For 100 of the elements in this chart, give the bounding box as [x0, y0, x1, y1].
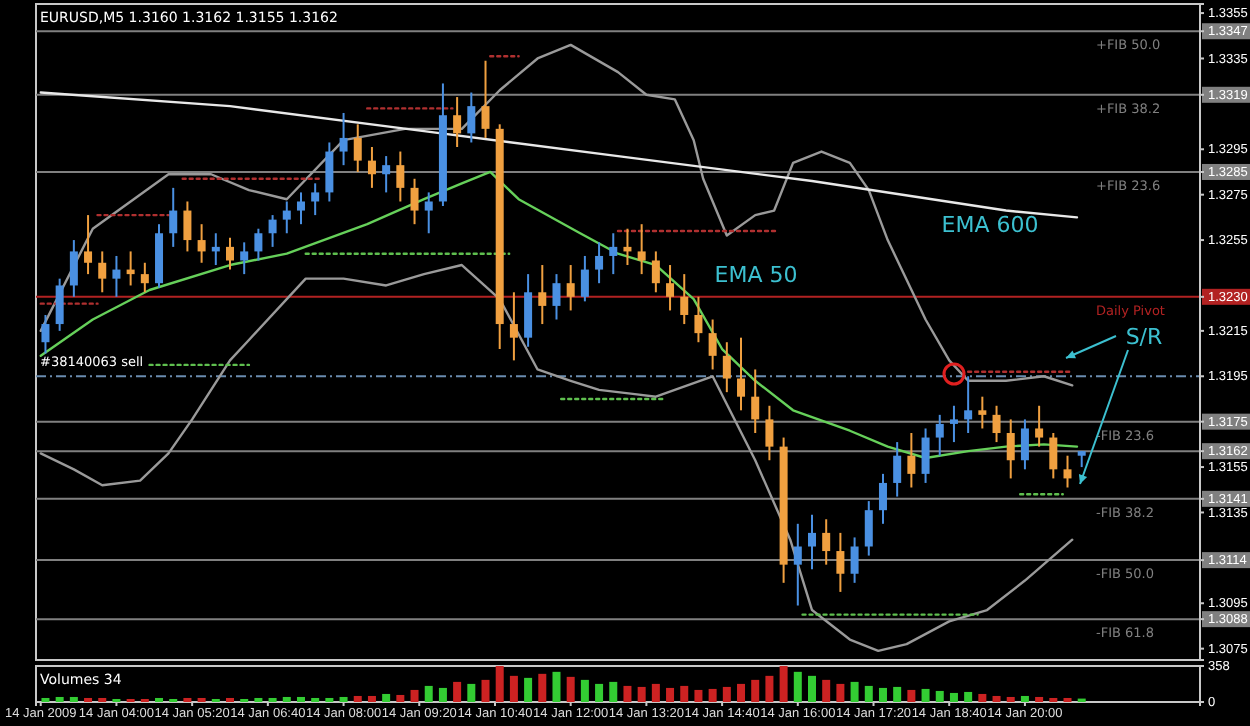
bar: [949, 692, 958, 702]
bar: [779, 666, 788, 702]
candlestick: [878, 472, 887, 525]
candlestick: [637, 223, 646, 276]
candlestick: [694, 295, 703, 344]
candlestick: [467, 91, 476, 144]
bar: [467, 683, 476, 702]
candlestick: [1006, 418, 1015, 480]
annotation: EMA 50: [714, 262, 798, 288]
bar: [353, 695, 362, 702]
bar: [453, 681, 462, 702]
candlestick: [55, 277, 64, 332]
candlestick: [538, 264, 547, 326]
candlestick: [183, 200, 192, 253]
candlestick: [708, 318, 717, 371]
candlestick: [1063, 454, 1072, 489]
candlestick: [864, 500, 873, 557]
bar: [382, 693, 391, 702]
bar: [694, 689, 703, 702]
bar: [964, 691, 973, 702]
candlestick: [367, 146, 376, 189]
bar: [396, 694, 405, 702]
bar: [651, 683, 660, 702]
candlestick: [921, 427, 930, 484]
bar: [481, 679, 490, 702]
candlestick: [737, 336, 746, 412]
annotation: S/R: [1125, 324, 1164, 350]
candlestick: [566, 264, 575, 312]
candlestick: [609, 232, 618, 276]
bar: [69, 696, 78, 702]
candlestick: [808, 513, 816, 571]
line-series: [39, 263, 1074, 653]
bar: [580, 679, 589, 702]
bar: [609, 681, 618, 702]
bar: [410, 689, 419, 702]
bar: [1006, 696, 1015, 702]
candlestick: [481, 59, 490, 139]
candlestick: [69, 239, 78, 298]
bar: [978, 693, 987, 702]
bar: [552, 671, 561, 702]
candlestick: [850, 536, 859, 584]
candlestick: [41, 313, 50, 355]
bar: [438, 687, 447, 702]
bar: [808, 675, 816, 702]
bar: [680, 685, 689, 702]
candlestick: [964, 375, 973, 435]
candlestick: [509, 291, 518, 362]
bar: [878, 687, 887, 702]
line-series: [39, 43, 1074, 387]
candlestick: [396, 150, 405, 203]
candlestick: [893, 441, 902, 498]
annotation: EMA 600: [941, 212, 1039, 238]
candlestick: [311, 182, 320, 217]
candlestick: [722, 341, 731, 394]
candlestick: [226, 236, 234, 271]
bar: [765, 675, 774, 702]
candlestick: [84, 214, 93, 276]
bar: [836, 683, 845, 702]
candlestick: [453, 96, 462, 148]
bar: [623, 685, 632, 702]
candlestick: [836, 531, 845, 593]
bar: [907, 689, 916, 702]
candlestick: [595, 241, 604, 285]
candlestick: [296, 191, 305, 226]
candlestick: [140, 261, 149, 294]
bar: [282, 696, 291, 702]
candlestick: [666, 264, 675, 312]
bar: [595, 683, 604, 702]
bar: [864, 685, 873, 702]
candlestick: [793, 522, 802, 607]
candlestick: [907, 432, 916, 489]
candlestick: [112, 254, 121, 298]
candlestick: [169, 186, 178, 248]
bar: [992, 695, 1001, 702]
candlestick: [751, 368, 760, 435]
bar: [722, 686, 731, 702]
bar: [296, 696, 305, 702]
candlestick: [282, 200, 291, 235]
bar: [637, 686, 646, 702]
bar: [509, 675, 518, 702]
bar: [1020, 695, 1029, 702]
candlestick: [765, 404, 774, 462]
bar: [751, 679, 760, 702]
candlestick: [325, 141, 334, 203]
candlestick: [552, 273, 561, 321]
bar: [495, 666, 504, 702]
candlestick: [98, 250, 107, 294]
candlestick: [197, 223, 206, 264]
candlestick: [524, 273, 533, 348]
bar: [538, 673, 547, 702]
candlestick: [410, 177, 419, 226]
candlestick: [949, 404, 958, 444]
candlestick: [935, 413, 944, 457]
bar: [822, 679, 831, 702]
bar: [367, 695, 376, 702]
candlestick: [822, 518, 831, 566]
bar: [793, 671, 802, 702]
bar: [935, 690, 944, 702]
bar: [1035, 696, 1044, 702]
candlestick: [680, 273, 689, 326]
